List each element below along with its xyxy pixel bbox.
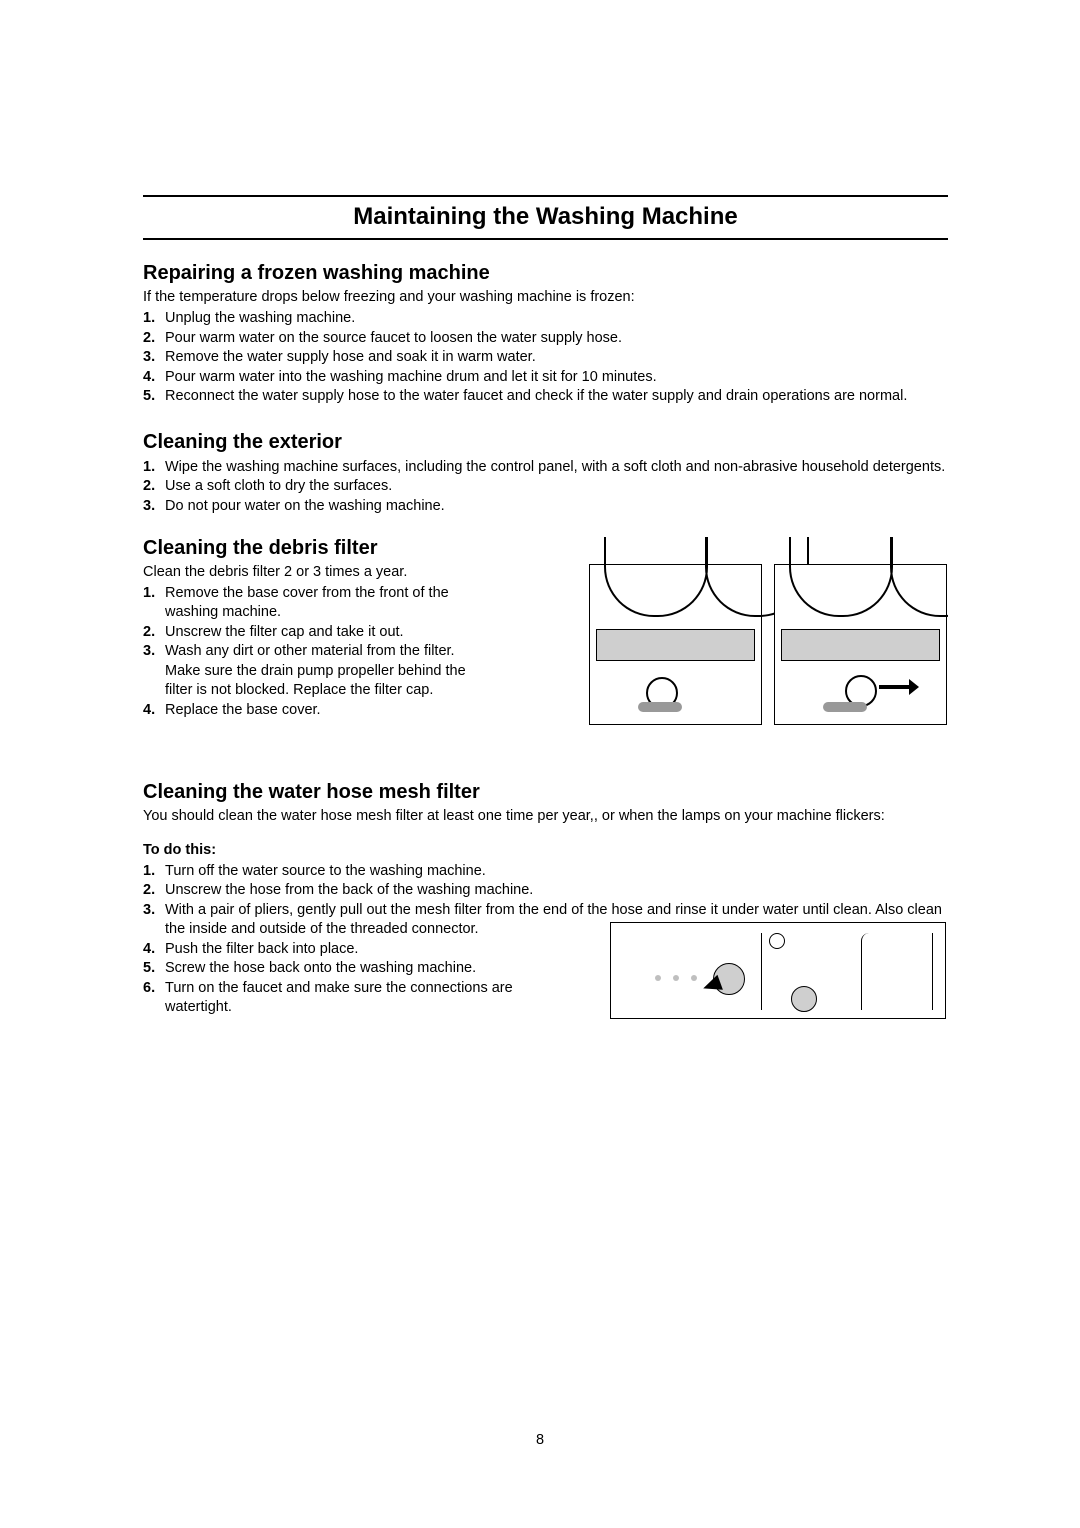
- steps-mesh-cont: Push the filter back into place. Screw t…: [143, 940, 573, 1018]
- step-item: Screw the hose back onto the washing mac…: [143, 959, 573, 979]
- steps-exterior: Wipe the washing machine surfaces, inclu…: [143, 458, 948, 517]
- steps-frozen: Unplug the washing machine. Pour warm wa…: [143, 309, 948, 407]
- step-item: Remove the base cover from the front of …: [143, 584, 473, 623]
- figure-debris-row: [589, 564, 948, 725]
- section-exterior: Cleaning the exterior Wipe the washing m…: [143, 431, 948, 517]
- section-debris: Cleaning the debris filter Clean the deb…: [143, 537, 948, 725]
- steps-debris: Remove the base cover from the front of …: [143, 584, 473, 721]
- step-item: Pour warm water into the washing machine…: [143, 368, 948, 388]
- step-item: Remove the water supply hose and soak it…: [143, 348, 948, 368]
- section-frozen: Repairing a frozen washing machine If th…: [143, 262, 948, 407]
- section-title-frozen: Repairing a frozen washing machine: [143, 262, 948, 285]
- figure-mesh: [610, 922, 946, 1019]
- step-item: Push the filter back into place.: [143, 940, 573, 960]
- step-item: Wipe the washing machine surfaces, inclu…: [143, 458, 948, 478]
- section-title-mesh: Cleaning the water hose mesh filter: [143, 781, 948, 804]
- figure-debris-2: [774, 564, 947, 725]
- step-item: Use a soft cloth to dry the surfaces.: [143, 477, 948, 497]
- step-item: Wash any dirt or other material from the…: [143, 642, 473, 701]
- page-title: Maintaining the Washing Machine: [143, 195, 948, 240]
- step-item: Reconnect the water supply hose to the w…: [143, 387, 948, 407]
- step-item: Unscrew the filter cap and take it out.: [143, 623, 473, 643]
- step-item: Pour warm water on the source faucet to …: [143, 329, 948, 349]
- step-item: Replace the base cover.: [143, 701, 473, 721]
- section-intro-frozen: If the temperature drops below freezing …: [143, 289, 948, 305]
- figure-debris-1: [589, 564, 762, 725]
- section-sublabel-mesh: To do this:: [143, 842, 948, 858]
- section-title-exterior: Cleaning the exterior: [143, 431, 948, 454]
- step-item: Do not pour water on the washing machine…: [143, 497, 948, 517]
- step-item: Unplug the washing machine.: [143, 309, 948, 329]
- step-item: Turn off the water source to the washing…: [143, 862, 948, 882]
- manual-page: Maintaining the Washing Machine Repairin…: [0, 0, 1080, 1528]
- step-item: Turn on the faucet and make sure the con…: [143, 979, 573, 1018]
- figure-mesh-row: [610, 922, 948, 1019]
- page-number: 8: [0, 1432, 1080, 1448]
- section-mesh: Cleaning the water hose mesh filter You …: [143, 781, 948, 1019]
- step-item: Unscrew the hose from the back of the wa…: [143, 881, 948, 901]
- section-intro-mesh: You should clean the water hose mesh fil…: [143, 808, 948, 824]
